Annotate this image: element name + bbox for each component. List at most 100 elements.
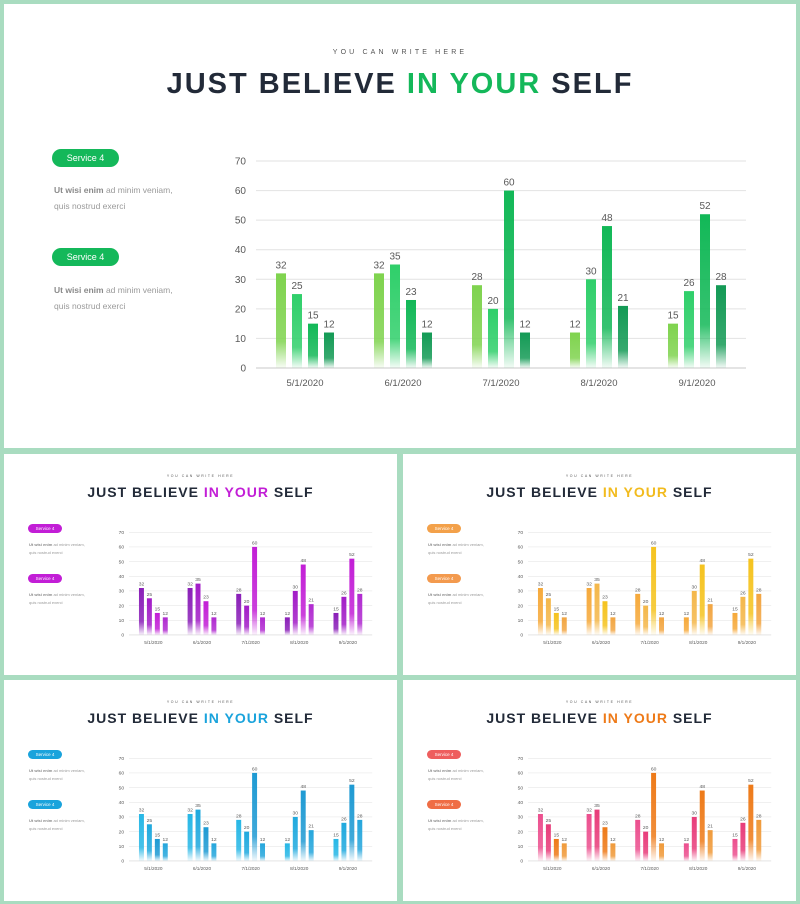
bar bbox=[740, 596, 746, 635]
service-pill-2[interactable]: Service 4 bbox=[427, 574, 461, 583]
bar bbox=[187, 588, 193, 635]
kicker-text: YOU CAN WRITE HERE bbox=[166, 474, 235, 478]
service-pill-2[interactable]: Service 4 bbox=[52, 248, 119, 266]
data-label: 52 bbox=[699, 201, 711, 212]
bar-chart: 0102030405060705/1/2020322515126/1/20203… bbox=[518, 530, 772, 645]
bar bbox=[211, 617, 217, 635]
desc-rest: ad minim veniam, bbox=[451, 818, 484, 823]
bar bbox=[284, 843, 290, 861]
data-label: 12 bbox=[562, 611, 568, 617]
slide-blue[interactable]: YOU CAN WRITE HERE JUST BELIEVE IN YOUR … bbox=[4, 680, 397, 901]
bar bbox=[211, 843, 217, 861]
data-label: 32 bbox=[139, 582, 145, 588]
service-pill-1[interactable]: Service 4 bbox=[427, 524, 461, 533]
bar bbox=[553, 838, 559, 861]
title-highlight: IN YOUR bbox=[406, 68, 542, 100]
slide-yellow[interactable]: YOU CAN WRITE HERE JUST BELIEVE IN YOUR … bbox=[403, 454, 796, 675]
data-label: 26 bbox=[740, 590, 746, 596]
x-tick-label: 9/1/2020 bbox=[679, 378, 716, 389]
x-tick-label: 6/1/2020 bbox=[193, 866, 212, 871]
bar bbox=[390, 264, 400, 368]
bar bbox=[472, 285, 482, 368]
bar bbox=[643, 605, 649, 635]
data-label: 12 bbox=[211, 611, 217, 617]
service-desc-1: Ut wisi enim ad minim veniam, quis nostr… bbox=[54, 182, 173, 214]
y-tick-label: 50 bbox=[518, 785, 524, 791]
data-label: 28 bbox=[357, 587, 363, 593]
bar bbox=[602, 827, 608, 861]
data-label: 20 bbox=[244, 599, 250, 605]
bar bbox=[349, 784, 355, 861]
bar bbox=[643, 831, 649, 861]
data-label: 15 bbox=[333, 606, 339, 612]
bar bbox=[422, 332, 432, 368]
bar bbox=[154, 612, 160, 635]
desc-rest: ad minim veniam, bbox=[103, 285, 173, 295]
data-label: 23 bbox=[203, 821, 209, 827]
data-label: 48 bbox=[699, 558, 705, 564]
data-label: 25 bbox=[147, 592, 153, 598]
bar bbox=[252, 772, 258, 861]
desc-line2: quis nostrud exerci bbox=[29, 826, 63, 831]
bar bbox=[260, 617, 266, 635]
data-label: 21 bbox=[707, 824, 713, 830]
bar bbox=[700, 214, 710, 368]
y-tick-label: 40 bbox=[235, 245, 247, 256]
y-tick-label: 0 bbox=[520, 633, 523, 639]
bar bbox=[333, 838, 339, 861]
slide-purple[interactable]: YOU CAN WRITE HERE JUST BELIEVE IN YOUR … bbox=[4, 454, 397, 675]
bar bbox=[203, 827, 209, 861]
service-pill-1[interactable]: Service 4 bbox=[52, 149, 119, 167]
data-label: 15 bbox=[333, 832, 339, 838]
bar bbox=[341, 596, 347, 635]
desc-bold: Ut wisi enim bbox=[428, 818, 452, 823]
x-tick-label: 8/1/2020 bbox=[689, 640, 708, 645]
title-highlight: IN YOUR bbox=[203, 710, 269, 726]
bar bbox=[659, 843, 665, 861]
service-pill-2[interactable]: Service 4 bbox=[28, 574, 62, 583]
service-pill-2[interactable]: Service 4 bbox=[28, 800, 62, 809]
data-label: 12 bbox=[260, 837, 266, 843]
data-label: 15 bbox=[155, 832, 161, 838]
x-tick-label: 5/1/2020 bbox=[543, 640, 562, 645]
bar bbox=[561, 617, 567, 635]
desc-rest: ad minim veniam, bbox=[451, 768, 484, 773]
bar bbox=[732, 838, 738, 861]
service-desc-1: Ut wisi enim ad minim veniam, quis nostr… bbox=[29, 767, 85, 783]
bar bbox=[707, 830, 713, 861]
data-label: 32 bbox=[586, 582, 592, 588]
title-post: SELF bbox=[667, 710, 713, 726]
y-tick-label: 0 bbox=[121, 859, 124, 865]
data-label: 25 bbox=[291, 281, 303, 292]
data-label: 20 bbox=[487, 296, 499, 307]
data-label: 12 bbox=[285, 837, 291, 843]
data-label: 21 bbox=[308, 824, 314, 830]
desc-bold: Ut wisi enim bbox=[54, 185, 104, 195]
x-tick-label: 9/1/2020 bbox=[738, 640, 757, 645]
desc-bold: Ut wisi enim bbox=[29, 592, 53, 597]
slide-orange[interactable]: YOU CAN WRITE HERE JUST BELIEVE IN YOUR … bbox=[403, 680, 796, 901]
x-tick-label: 9/1/2020 bbox=[339, 640, 358, 645]
bar bbox=[244, 605, 250, 635]
data-label: 12 bbox=[684, 837, 690, 843]
data-label: 20 bbox=[643, 599, 649, 605]
bar bbox=[699, 564, 705, 635]
slide-title: JUST BELIEVE IN YOUR SELF bbox=[4, 68, 796, 101]
desc-bold: Ut wisi enim bbox=[428, 542, 452, 547]
service-pill-1[interactable]: Service 4 bbox=[28, 524, 62, 533]
service-pill-1[interactable]: Service 4 bbox=[28, 750, 62, 759]
bar bbox=[162, 843, 168, 861]
data-label: 60 bbox=[651, 540, 657, 546]
x-tick-label: 5/1/2020 bbox=[543, 866, 562, 871]
slide-green[interactable]: YOU CAN WRITE HERE JUST BELIEVE IN YOUR … bbox=[4, 4, 796, 448]
data-label: 21 bbox=[308, 598, 314, 604]
bar bbox=[308, 323, 318, 368]
bar bbox=[276, 273, 286, 368]
data-label: 30 bbox=[692, 810, 698, 816]
service-pill-2[interactable]: Service 4 bbox=[427, 800, 461, 809]
data-label: 15 bbox=[732, 832, 738, 838]
service-pill-1[interactable]: Service 4 bbox=[427, 750, 461, 759]
data-label: 12 bbox=[285, 611, 291, 617]
data-label: 48 bbox=[601, 213, 613, 224]
data-label: 35 bbox=[389, 252, 401, 263]
